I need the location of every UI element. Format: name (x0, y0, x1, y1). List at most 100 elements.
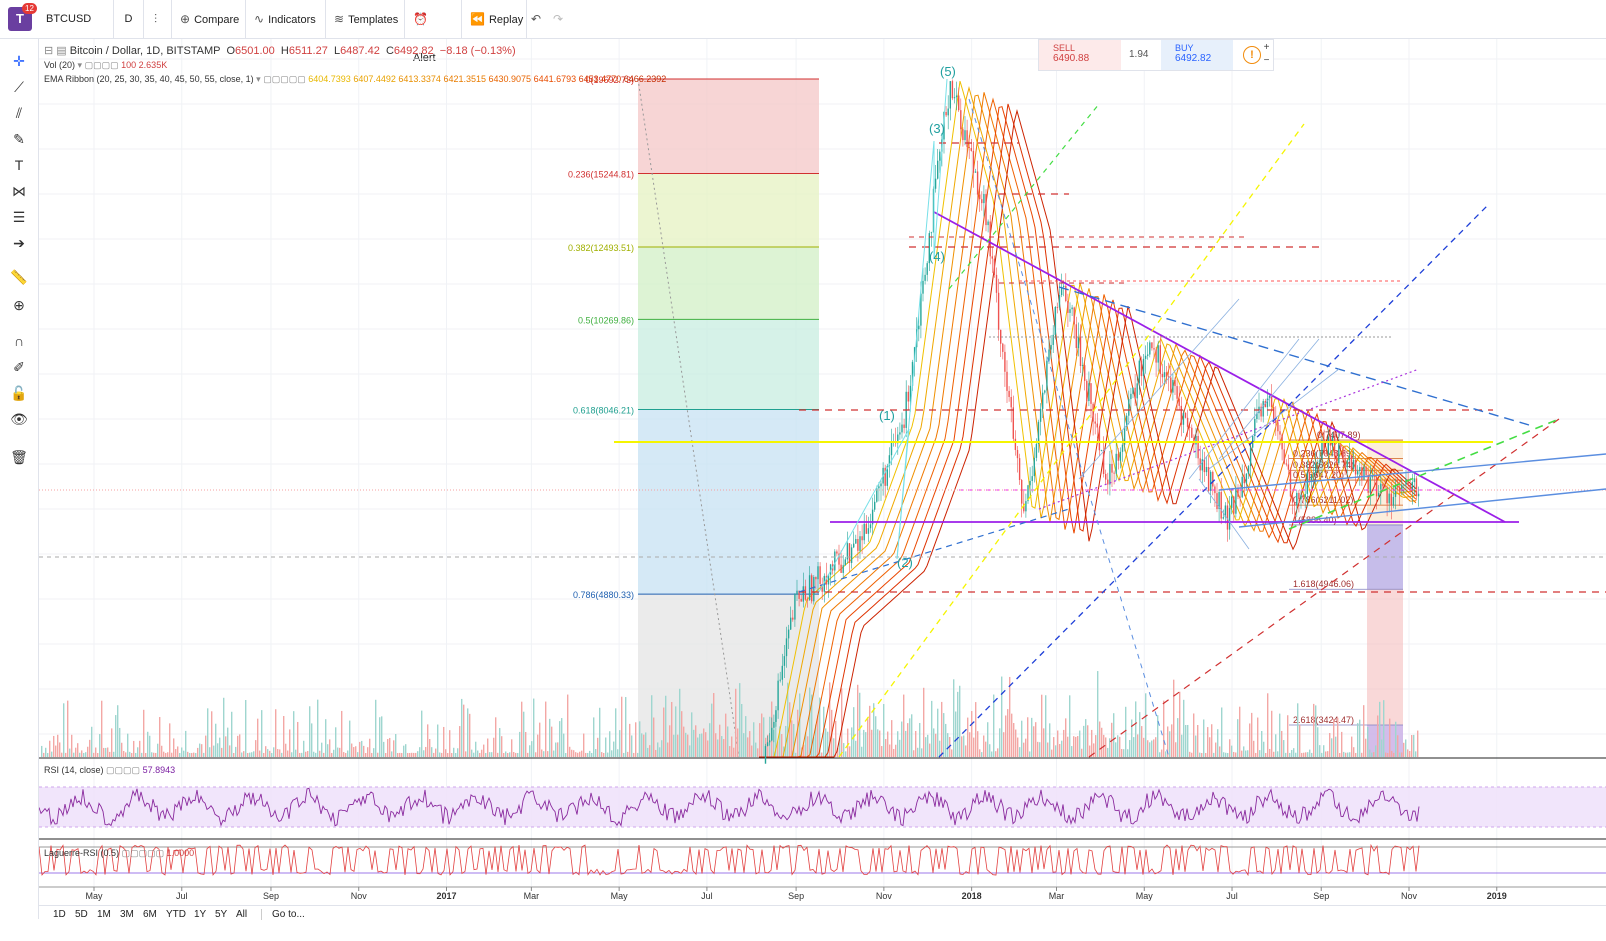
volume-bar (131, 753, 133, 757)
range-1y[interactable]: 1Y (194, 909, 207, 920)
volume-bar (625, 697, 627, 757)
crosshair-icon[interactable]: ✛ (13, 53, 25, 69)
low-value: 6487.42 (340, 45, 380, 57)
compare-button[interactable]: ⊕ Compare (172, 0, 246, 38)
volume-bar (1221, 707, 1223, 757)
candle-body (1287, 464, 1290, 470)
range-6m[interactable]: 6M (143, 909, 157, 920)
volume-bar (867, 717, 869, 757)
warning-icon[interactable]: ! (1243, 46, 1261, 64)
volume-bar (657, 742, 659, 757)
candle-body (966, 130, 968, 147)
volume-bar (57, 734, 59, 757)
volume-bar (1225, 752, 1227, 757)
undo-button[interactable]: ↶ (527, 0, 549, 38)
dashed-trendline (798, 508, 1070, 593)
candle-body (825, 575, 828, 585)
volume-bar (157, 743, 159, 757)
elliott-wave-label: (3) (929, 121, 945, 136)
magnet-icon[interactable]: ∩ (13, 333, 25, 349)
trend-line-icon[interactable]: ⟋ (14, 79, 24, 95)
volume-bar (679, 688, 681, 757)
brush-icon[interactable]: ✎ (13, 131, 25, 147)
settings-icons[interactable]: ▢▢▢▢ (84, 60, 119, 70)
fib-level-label: 0.5(6647.20) (1293, 470, 1344, 480)
lock-drawing-icon[interactable]: ✐ (13, 359, 25, 375)
redo-button[interactable]: ↷ (549, 0, 571, 38)
prediction-icon[interactable]: ☰ (12, 209, 26, 225)
eye-icon[interactable]: 👁 (10, 411, 28, 427)
pattern-icon[interactable]: ⋈ (12, 183, 26, 199)
buy-price: 6492.82 (1175, 53, 1212, 64)
trash-icon[interactable]: 🗑 (10, 449, 28, 465)
settings-icons[interactable]: ▢▢▢▢▢ (121, 848, 165, 858)
volume-bar (515, 752, 517, 757)
text-tool-icon[interactable]: T (14, 157, 24, 173)
volume-bar (159, 717, 161, 757)
candle-body (1380, 483, 1382, 493)
volume-bar (1063, 729, 1065, 757)
templates-button[interactable]: ≋ Templates (326, 0, 405, 38)
zoom-icon[interactable]: ⊕ (13, 297, 25, 313)
dropdown-icon[interactable]: ▾ (77, 60, 83, 70)
volume-bar (241, 752, 243, 757)
candle-body (836, 551, 838, 554)
close-value: 6492.82 (393, 45, 434, 57)
volume-bar (773, 729, 775, 757)
range-ytd[interactable]: YTD (166, 909, 186, 920)
symbol-search[interactable]: BTCUSD (38, 0, 114, 38)
volume-bar (1205, 752, 1207, 757)
range-1d[interactable]: 1D (53, 909, 66, 920)
buy-button[interactable]: BUY 6492.82 (1161, 40, 1233, 70)
fib-tool-icon[interactable]: ⫽ (15, 105, 23, 121)
volume-bar (249, 752, 251, 757)
volume-bar (863, 729, 865, 757)
chart-type-button[interactable]: ⫶ (144, 0, 172, 38)
volume-bar (1243, 746, 1245, 757)
indicators-button[interactable]: ∿ Indicators (246, 0, 326, 38)
range-all[interactable]: All (236, 909, 248, 920)
volume-bar (755, 742, 757, 757)
interval-button[interactable]: D (114, 0, 144, 38)
volume-bar (665, 695, 667, 757)
volume-bar (777, 741, 779, 757)
fib-level-label: 0.5(10269.86) (578, 315, 634, 325)
volume-bar (1129, 740, 1131, 757)
fib-level-label: 0.618(8046.21) (573, 406, 634, 416)
volume-bar (423, 750, 425, 757)
volume-bar (1099, 721, 1101, 757)
goto-button[interactable]: Go to... (261, 909, 305, 920)
chart-canvas[interactable]: 0(19692.73) 0.236(15244.81) 0.382(12493.51… (39, 39, 1606, 905)
ruler-icon[interactable]: 📏 (10, 269, 28, 285)
arrow-icon[interactable]: ➔ (13, 235, 25, 251)
volume-bar (1375, 745, 1377, 757)
volume-bar (1247, 750, 1249, 757)
volume-bar (1305, 752, 1307, 757)
qty-stepper[interactable]: + − (1263, 42, 1270, 66)
range-5d[interactable]: 5D (75, 909, 88, 920)
alert-button[interactable]: ⏰ Alert (405, 0, 462, 64)
volume-bar (289, 729, 291, 757)
volume-bar (1297, 703, 1299, 757)
legend-collapse-icon[interactable]: ⊟ ▤ (44, 45, 67, 57)
candle-body (777, 680, 779, 711)
settings-icons[interactable]: ▢▢▢▢ (106, 765, 141, 775)
settings-icons[interactable]: ▢▢▢▢▢ (263, 74, 306, 84)
range-3m[interactable]: 3M (120, 909, 134, 920)
sell-label: SELL (1053, 43, 1076, 53)
replay-button[interactable]: ⏪ Replay (462, 0, 527, 38)
volume-bar (491, 752, 493, 757)
range-1m[interactable]: 1M (97, 909, 111, 920)
sell-button[interactable]: SELL 6490.88 (1039, 40, 1121, 70)
volume-bar (1229, 739, 1231, 757)
volume-bar (1067, 736, 1069, 757)
volume-bar (1097, 671, 1099, 757)
candle-body (1138, 360, 1140, 384)
candle-body (1350, 455, 1353, 469)
volume-bar (799, 693, 801, 757)
candle-body (1025, 501, 1027, 512)
unlock-icon[interactable]: 🔓 (10, 385, 28, 401)
volume-bar (795, 752, 797, 757)
range-5y[interactable]: 5Y (215, 909, 228, 920)
dropdown-icon[interactable]: ▾ (256, 74, 261, 84)
